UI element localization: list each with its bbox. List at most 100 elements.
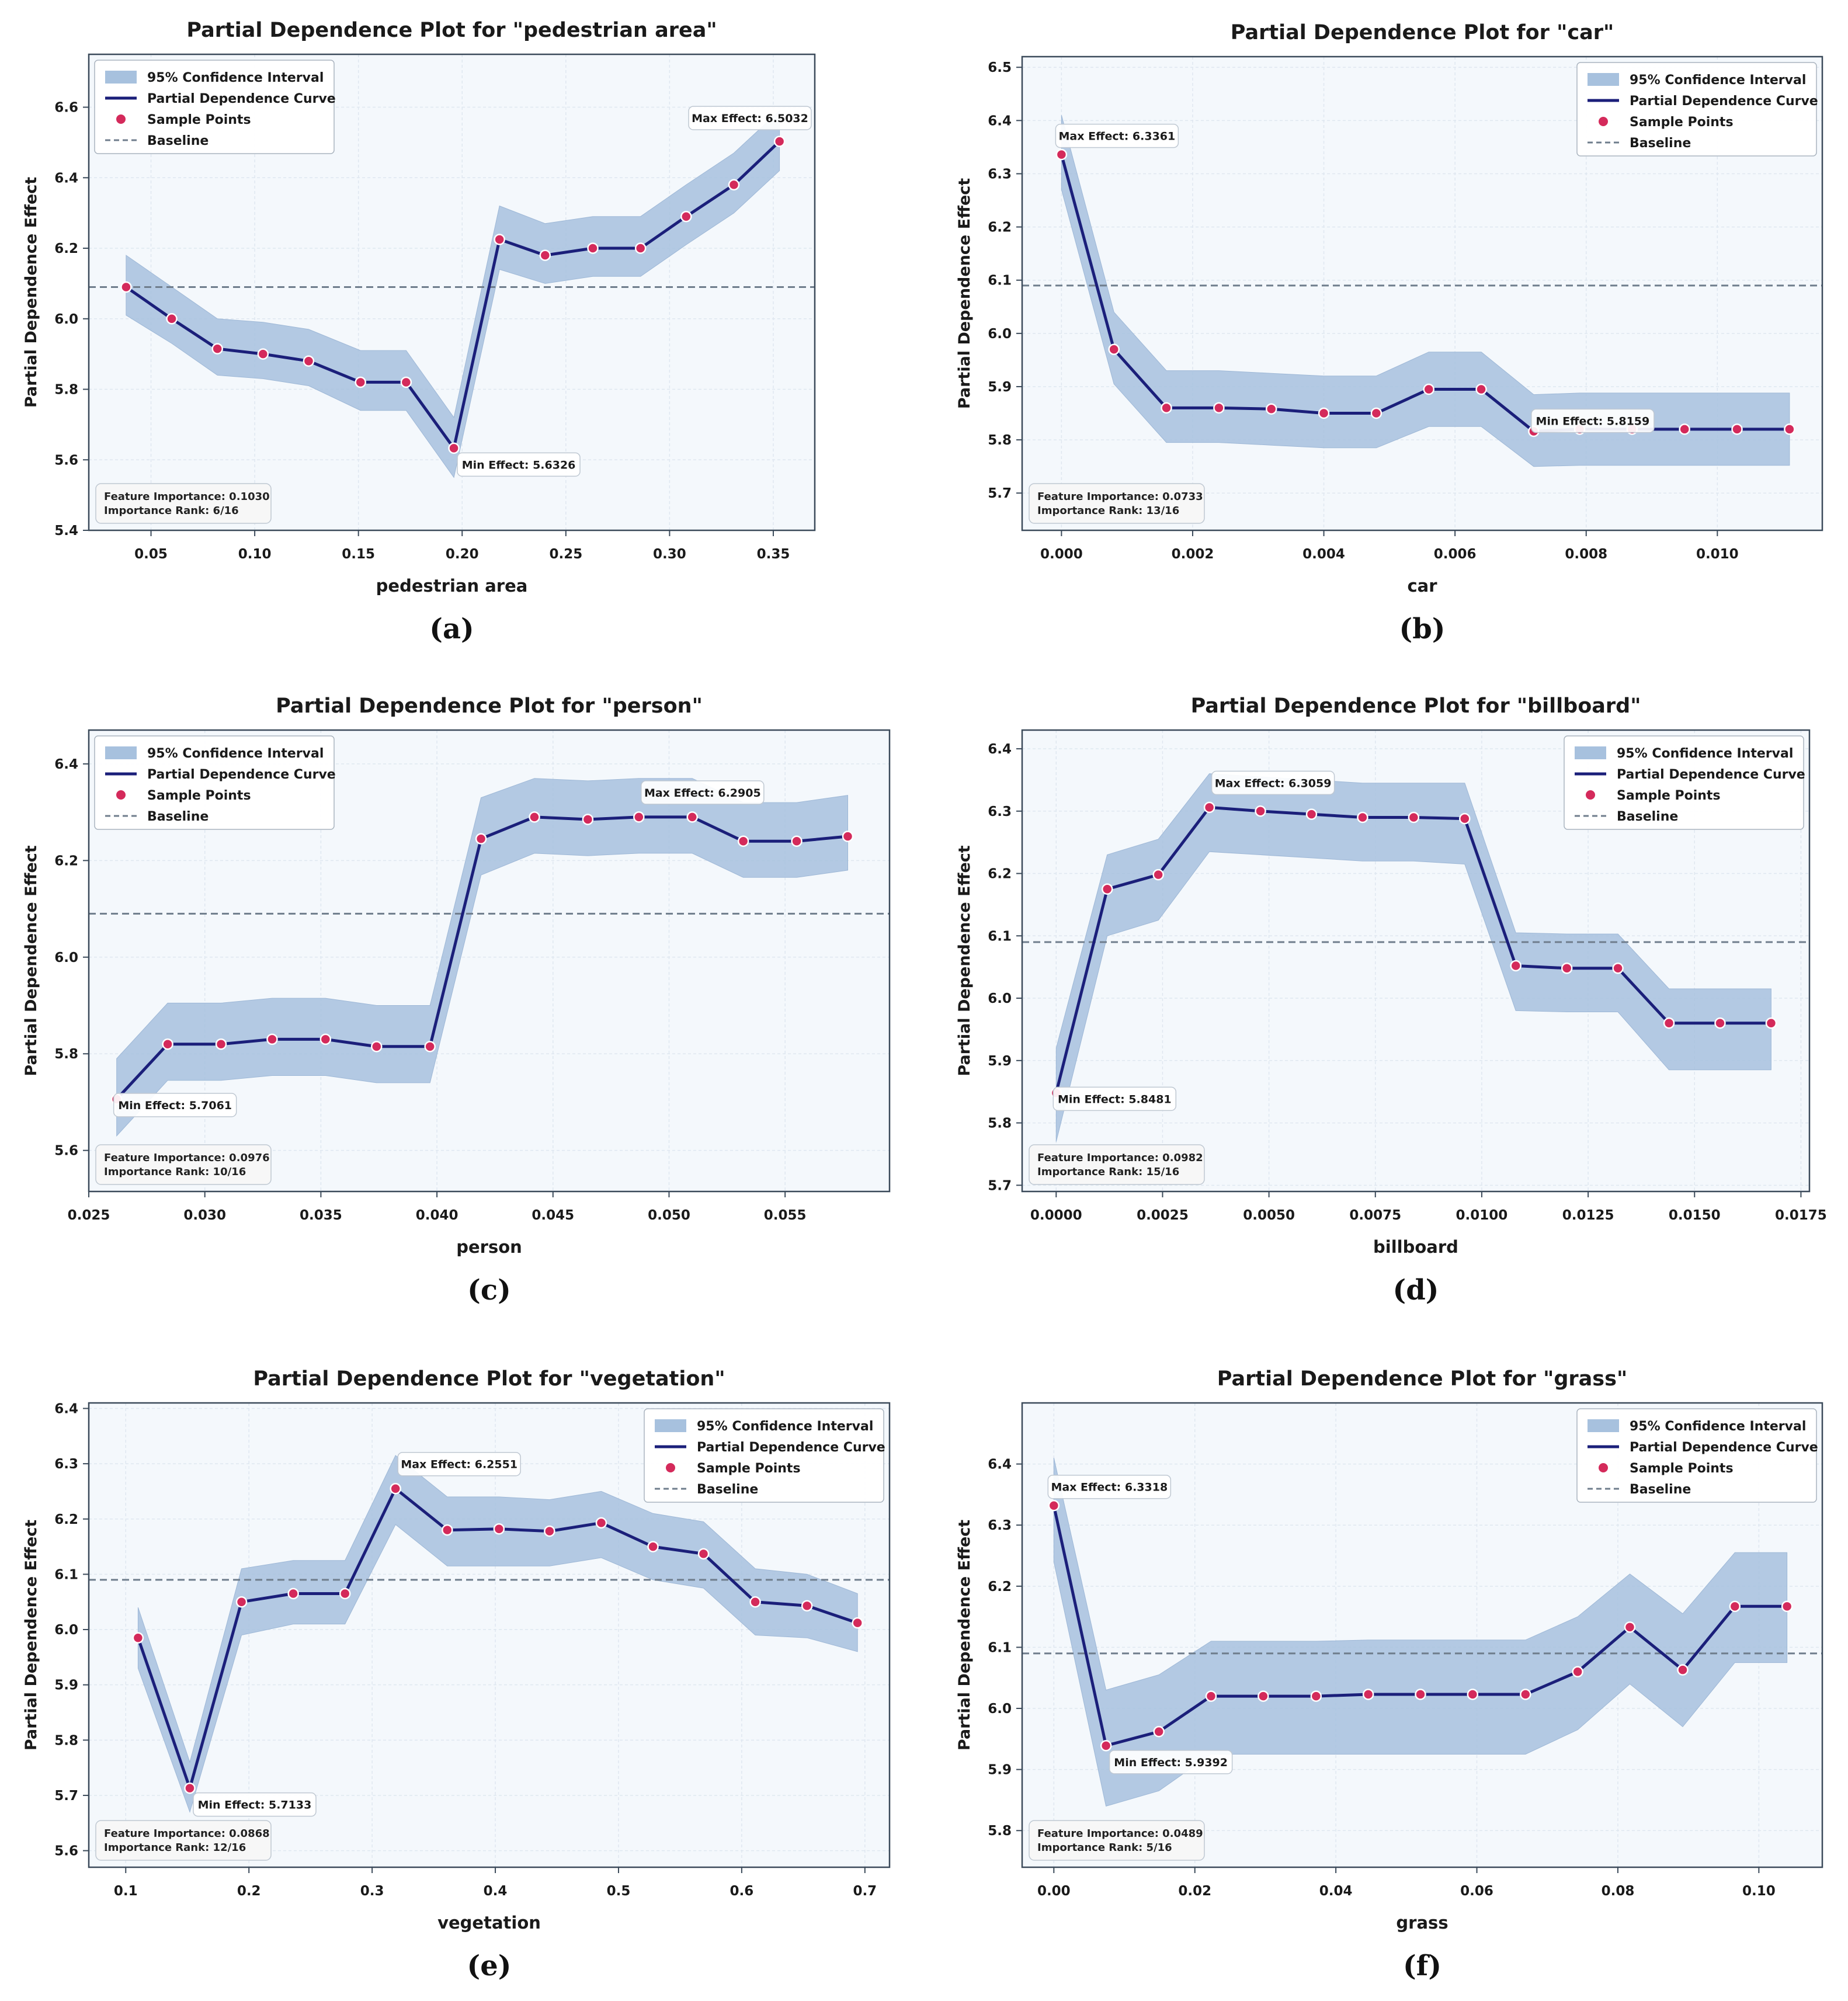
- x-tick-label: 0.10: [1742, 1884, 1776, 1899]
- x-tick-label: 0.008: [1565, 547, 1607, 562]
- sample-point: [647, 1541, 659, 1552]
- confidence-band: [116, 778, 848, 1137]
- x-axis-label: grass: [1396, 1913, 1448, 1933]
- y-tick-label: 5.6: [54, 453, 78, 468]
- annotation-box: [641, 780, 765, 805]
- legend-ci-swatch: [1588, 1419, 1619, 1432]
- x-axis-label: pedestrian area: [376, 576, 528, 596]
- importance-box: Feature Importance: 0.0489 Importance Ran…: [1029, 1820, 1205, 1861]
- sample-point: [1729, 1600, 1741, 1613]
- sample-point: [319, 1033, 332, 1045]
- legend-label-curve: Partial Dependence Curve: [1630, 1440, 1818, 1455]
- legend-ci-swatch: [655, 1419, 686, 1432]
- y-axis-label: Partial Dependence Effect: [956, 178, 974, 409]
- sample-point: [737, 835, 749, 847]
- y-tick-label: 5.9: [988, 1054, 1012, 1069]
- legend: 95% Confidence Interval Partial Dependenc…: [1564, 735, 1805, 830]
- sample-point: [1572, 1666, 1583, 1678]
- annotation-text: Min Effect: 5.8481: [1058, 1093, 1172, 1106]
- min-effect-annotation: Min Effect: 5.7061: [113, 1093, 237, 1117]
- sample-point: [686, 811, 698, 823]
- y-tick-label: 5.6: [54, 1844, 78, 1859]
- sample-point: [266, 1033, 278, 1045]
- chart-title: Partial Dependence Plot for "car": [1231, 21, 1614, 44]
- sample-point: [184, 1782, 196, 1794]
- y-tick-label: 5.8: [988, 1823, 1012, 1839]
- annotation-text: Max Effect: 6.5032: [692, 112, 808, 125]
- feature-importance-text: Feature Importance: 0.0868: [104, 1828, 270, 1840]
- x-axis-label: car: [1407, 576, 1437, 596]
- legend: 95% Confidence Interval Partial Dependenc…: [1576, 1408, 1818, 1503]
- legend-label-baseline: Baseline: [1630, 136, 1691, 151]
- sample-point: [235, 1596, 248, 1608]
- annotation-box: [457, 452, 581, 477]
- axes-frame: [88, 53, 816, 531]
- importance-box: Feature Importance: 0.0976 Importance Ran…: [95, 1144, 272, 1185]
- x-tick-label: 0.030: [183, 1208, 226, 1223]
- legend-label-ci: 95% Confidence Interval: [1630, 73, 1806, 88]
- x-tick-label: 0.06: [1460, 1884, 1493, 1899]
- x-tick-label: 0.025: [68, 1208, 110, 1223]
- sample-point: [1357, 811, 1368, 824]
- feature-importance-text: Feature Importance: 0.1030: [104, 491, 270, 503]
- sample-point: [400, 376, 412, 388]
- legend-label-curve: Partial Dependence Curve: [697, 1440, 885, 1455]
- legend-label-baseline: Baseline: [147, 810, 209, 824]
- annotation-text: Max Effect: 6.3059: [1215, 777, 1332, 790]
- sample-point: [1784, 423, 1795, 435]
- legend-label-ci: 95% Confidence Interval: [697, 1419, 873, 1434]
- sample-point: [355, 376, 366, 388]
- x-axis-label: person: [456, 1237, 522, 1257]
- y-tick-label: 6.3: [988, 804, 1012, 819]
- x-tick-label: 0.0100: [1456, 1208, 1508, 1223]
- importance-box: Feature Importance: 0.1030 Importance Ran…: [95, 483, 272, 524]
- y-tick-label: 6.1: [988, 929, 1012, 944]
- legend-label-ci: 95% Confidence Interval: [1630, 1419, 1806, 1434]
- sample-point: [1213, 402, 1225, 414]
- x-tick-label: 0.20: [446, 547, 479, 562]
- y-tick-label: 5.8: [54, 1047, 78, 1062]
- feature-importance-text: Feature Importance: 0.0489: [1037, 1828, 1203, 1840]
- legend-label-baseline: Baseline: [697, 1482, 758, 1497]
- max-effect-annotation: Max Effect: 6.3361: [1055, 123, 1179, 148]
- y-tick-label: 5.7: [988, 1178, 1012, 1193]
- max-effect-annotation: Max Effect: 6.2551: [397, 1451, 521, 1477]
- sample-point: [1205, 1690, 1217, 1702]
- sample-point: [633, 811, 645, 823]
- feature-importance-text: Feature Importance: 0.0976: [104, 1152, 270, 1164]
- sample-point: [1318, 407, 1330, 419]
- panel-caption: (b): [1399, 613, 1446, 645]
- x-tick-label: 0.0050: [1243, 1208, 1295, 1223]
- axes-frame: [1021, 1402, 1823, 1868]
- sample-point: [390, 1482, 401, 1495]
- sample-point: [728, 179, 740, 191]
- annotation-box: [1531, 408, 1655, 433]
- y-axis-label: Partial Dependence Effect: [22, 177, 40, 408]
- x-tick-label: 0.0075: [1349, 1208, 1401, 1223]
- legend-label-points: Sample Points: [147, 113, 251, 127]
- panel-caption: (d): [1393, 1274, 1439, 1307]
- y-tick-label: 6.0: [988, 991, 1012, 1006]
- y-tick-label: 6.3: [54, 1457, 78, 1472]
- legend: 95% Confidence Interval Partial Dependenc…: [644, 1408, 885, 1503]
- x-tick-label: 0.055: [764, 1208, 807, 1223]
- legend-ci-swatch: [105, 71, 137, 84]
- chart-title: Partial Dependence Plot for "person": [276, 694, 703, 718]
- annotation-text: Min Effect: 5.7133: [198, 1799, 312, 1812]
- y-tick-label: 6.6: [54, 100, 78, 116]
- annotation-text: Max Effect: 6.3318: [1051, 1481, 1168, 1494]
- sample-point: [1408, 811, 1420, 824]
- legend-ci-swatch: [1575, 746, 1606, 759]
- sample-point: [257, 348, 269, 360]
- legend-label-points: Sample Points: [697, 1461, 801, 1476]
- sample-point: [1663, 1017, 1675, 1029]
- sample-point: [1048, 1499, 1060, 1512]
- sample-point: [1265, 403, 1277, 415]
- y-tick-label: 5.8: [988, 1116, 1012, 1131]
- y-tick-label: 6.0: [988, 1701, 1012, 1717]
- importance-box: Feature Importance: 0.0733 Importance Ran…: [1029, 483, 1205, 524]
- importance-rank-text: Importance Rank: 6/16: [104, 505, 239, 517]
- importance-rank-text: Importance Rank: 12/16: [104, 1842, 246, 1854]
- legend: 95% Confidence Interval Partial Dependenc…: [1576, 62, 1818, 157]
- max-effect-annotation: Max Effect: 6.5032: [688, 106, 812, 130]
